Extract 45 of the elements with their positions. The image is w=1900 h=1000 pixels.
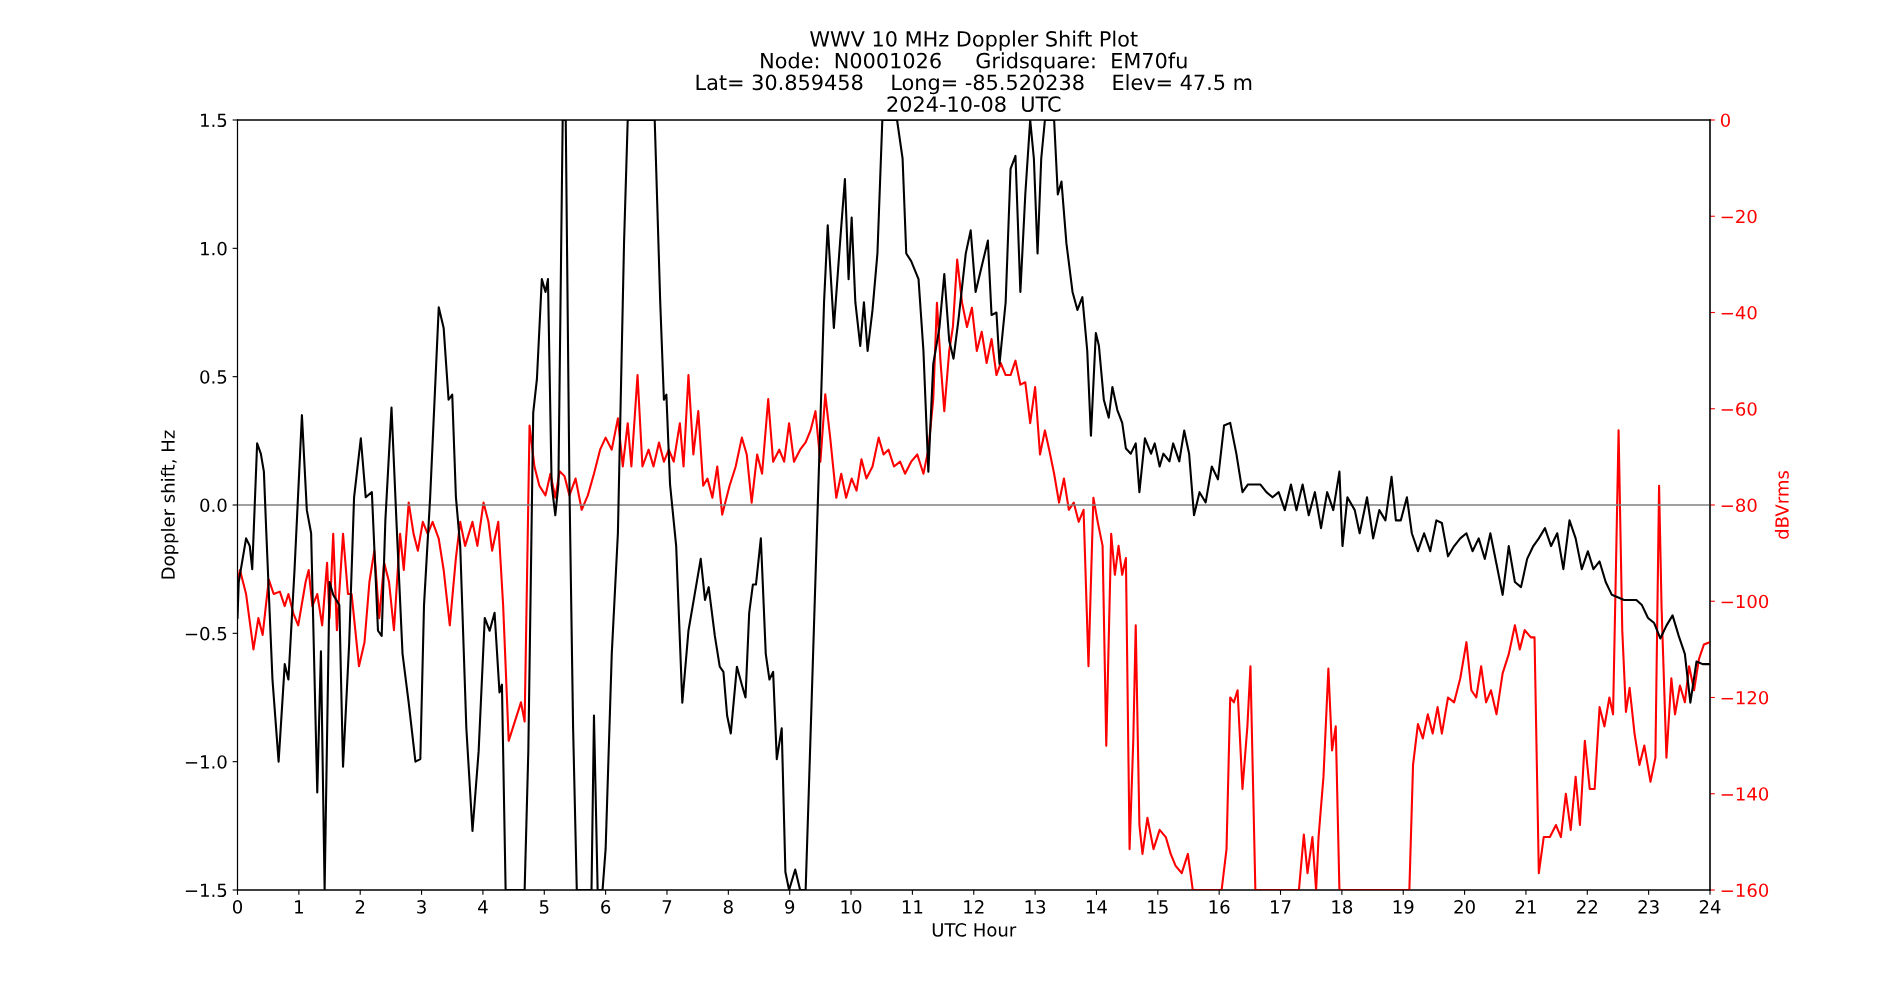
x-tick-label: 11 <box>902 900 923 914</box>
x-tick-label: 24 <box>1699 900 1721 914</box>
x-tick-label: 0 <box>232 900 243 914</box>
x-tick-label: 6 <box>601 900 611 914</box>
x-tick-label: 22 <box>1577 900 1597 914</box>
x-tick-label: 2 <box>355 900 365 914</box>
x-tick-label: 4 <box>478 900 488 914</box>
y2-tick-label: 0 <box>1720 113 1731 128</box>
x-tick-label: 14 <box>1086 900 1107 914</box>
x-tick-label: 7 <box>662 900 672 914</box>
y2-axis-title: dBVrms <box>1774 471 1789 539</box>
y2-tick-label: −40 <box>1721 305 1757 320</box>
x-tick-label: 18 <box>1332 900 1353 914</box>
x-tick-label: 21 <box>1515 900 1536 914</box>
y2-tick-label: −100 <box>1721 594 1769 609</box>
y2-tick-label: −160 <box>1721 883 1769 898</box>
x-tick-label: 10 <box>841 900 862 914</box>
y2-tick-label: −60 <box>1721 402 1757 416</box>
x-tick-label: 12 <box>964 900 984 914</box>
y-axis-title: Doppler shift, Hz <box>160 430 179 579</box>
x-tick-label: 3 <box>417 900 426 914</box>
y-tick-label: 0.0 <box>200 498 227 513</box>
x-tick-label: 17 <box>1271 900 1291 914</box>
y2-tick-label: −80 <box>1721 498 1757 513</box>
x-tick-label: 16 <box>1209 900 1230 914</box>
x-tick-label: 20 <box>1454 900 1475 914</box>
y2-tick-label: −120 <box>1721 690 1769 705</box>
y-tick-label: 0.5 <box>200 370 227 384</box>
y-tick-label: −1.5 <box>185 883 227 898</box>
x-tick-label: 13 <box>1025 900 1046 914</box>
y-tick-label: 1.0 <box>201 241 227 256</box>
x-tick-label: 8 <box>723 900 733 914</box>
x-tick-label: 1 <box>295 900 303 914</box>
x-tick-label: 15 <box>1148 900 1168 914</box>
x-axis-title: UTC Hour <box>932 923 1017 937</box>
x-tick-label: 23 <box>1638 900 1659 914</box>
y-tick-label: −0.5 <box>185 626 227 641</box>
y2-tick-label: −20 <box>1721 209 1757 224</box>
y-tick-label: 1.5 <box>201 113 227 128</box>
x-tick-label: 5 <box>539 900 549 914</box>
y-tick-label: −1.0 <box>185 755 227 769</box>
x-tick-label: 19 <box>1393 900 1414 914</box>
x-tick-label: 9 <box>785 900 795 914</box>
y2-tick-label: −140 <box>1721 787 1769 801</box>
chart-title: WWV 10 MHz Doppler Shift Plot Node: N0001026 Gridsquare: EM70fu Lat= 30.859458 Long= -85.520238 Elev= 47.5 m 2024-10-08 UTC <box>696 30 1252 112</box>
